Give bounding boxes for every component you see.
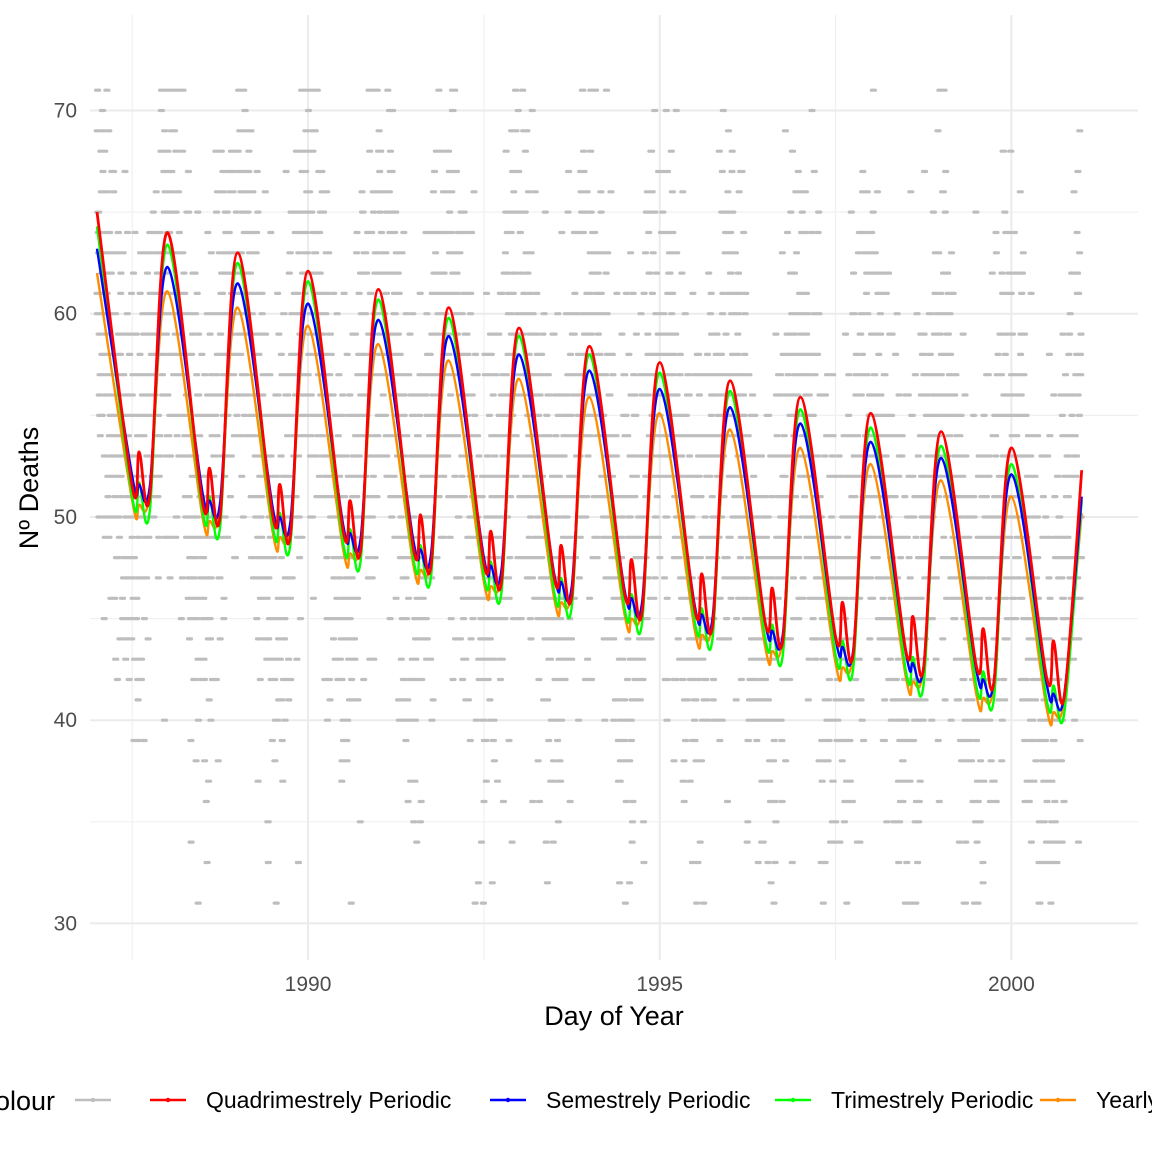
y-tick-label: 50 — [54, 506, 77, 529]
legend-key-dot — [1055, 1097, 1061, 1103]
x-tick-label: 1995 — [636, 973, 683, 996]
x-tick-label: 1990 — [285, 973, 332, 996]
y-tick-label: 70 — [54, 100, 77, 123]
y-tick-labels: 30 40 50 60 70 — [54, 100, 77, 936]
legend-label: Semestrely Periodic — [546, 1087, 751, 1113]
y-tick-label: 60 — [54, 303, 77, 326]
legend-key-dot — [505, 1097, 511, 1103]
y-tick-label: 40 — [54, 709, 77, 732]
legend-label: Trimestrely Periodic — [831, 1087, 1033, 1113]
legend-key-dot — [790, 1097, 796, 1103]
x-tick-labels: 1990 1995 2000 — [285, 973, 1035, 996]
legend-key-dot — [165, 1097, 171, 1103]
series-line-quadrimestrely-periodic — [95, 211, 1084, 705]
x-axis-title: Day of Year — [544, 1001, 684, 1031]
legend-label: Quadrimestrely Periodic — [206, 1087, 451, 1113]
legend: colour Quadrimestrely Periodic Semestrely… — [0, 1086, 1152, 1116]
x-tick-label: 2000 — [988, 973, 1035, 996]
y-tick-label: 30 — [54, 912, 77, 935]
legend-title: colour — [0, 1086, 55, 1116]
legend-key-dot — [90, 1097, 96, 1103]
y-axis-title: Nº Deaths — [14, 427, 44, 549]
series-lines — [95, 211, 1084, 727]
legend-label: Yearly Periodic — [1096, 1087, 1152, 1113]
